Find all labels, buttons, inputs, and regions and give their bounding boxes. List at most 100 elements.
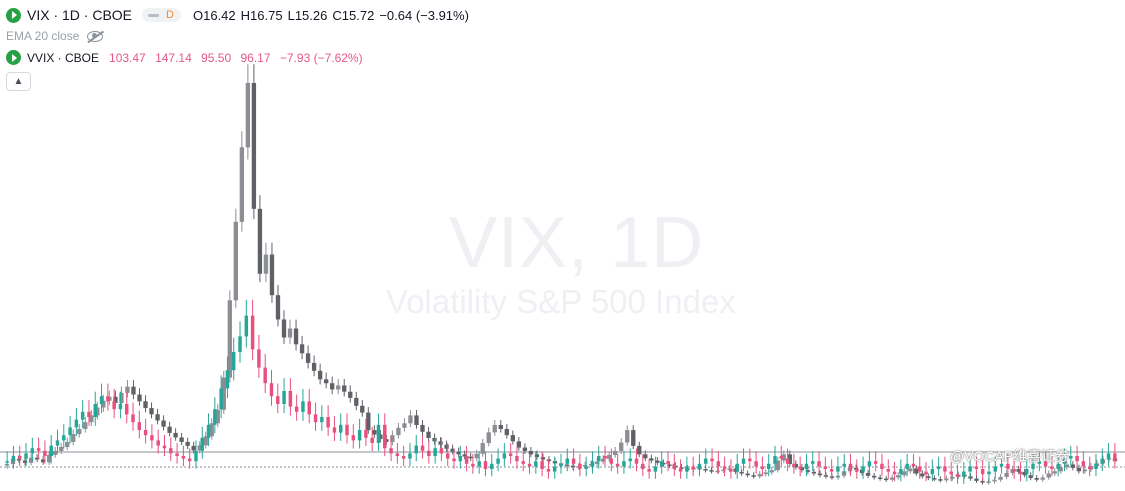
vix-candle <box>492 424 497 433</box>
vix-candle <box>902 471 907 476</box>
vvix-candle <box>1043 461 1048 467</box>
vvix-candle <box>729 469 733 472</box>
vvix-candle <box>678 469 683 472</box>
vix-candle <box>643 454 648 459</box>
vix-candle <box>528 450 534 455</box>
vix-candle <box>600 458 606 462</box>
vvix-candle <box>124 404 129 415</box>
vix-candle <box>890 477 895 480</box>
vvix-candle <box>691 466 695 469</box>
vvix-candle <box>62 435 66 441</box>
vvix-candle <box>357 430 362 441</box>
vix-candle <box>631 430 636 446</box>
vvix-candle <box>445 453 450 459</box>
vvix-candle <box>351 435 356 441</box>
vvix-candle <box>452 458 456 462</box>
main-series-title[interactable]: VIX · 1D · CBOE <box>27 7 133 23</box>
vix-candle <box>745 473 750 476</box>
vvix-candle <box>559 463 563 467</box>
vix-candle <box>1052 471 1057 474</box>
vvix-candle <box>187 458 192 462</box>
vix-candle <box>823 475 829 477</box>
vix-candle <box>444 444 449 449</box>
vvix-candle <box>68 427 72 436</box>
vix-candle <box>299 344 305 354</box>
vix-candle <box>950 476 955 479</box>
vix-candle <box>1082 469 1088 472</box>
vvix-candle <box>93 404 97 417</box>
vix-candle <box>540 457 546 460</box>
vix-candle <box>257 208 263 274</box>
second-series-title[interactable]: VVIX · CBOE <box>27 50 100 65</box>
vvix-candle <box>181 456 186 459</box>
vvix-candle <box>628 458 632 462</box>
vvix-close: 96.17 <box>240 50 271 65</box>
indicator-label[interactable]: EMA 20 close <box>6 29 80 43</box>
vix-candle <box>269 254 275 296</box>
vix-candle <box>974 478 979 481</box>
vix-candle <box>625 430 630 443</box>
vix-candle <box>131 386 136 395</box>
vix-candle <box>450 448 455 452</box>
vvix-candle <box>80 411 85 420</box>
vix-candle <box>769 470 774 473</box>
vvix-candle <box>521 461 525 464</box>
vvix-candle <box>414 445 418 454</box>
vix-candle <box>149 408 154 415</box>
vvix-candle <box>433 448 437 456</box>
symbol-status-icon-2[interactable] <box>6 50 21 65</box>
vvix-candle <box>1018 471 1023 475</box>
vvix-candle <box>949 471 953 475</box>
vix-candle <box>811 471 817 474</box>
vvix-candle <box>294 406 299 412</box>
vvix-candle <box>527 463 532 467</box>
vvix-candle <box>697 463 702 469</box>
collapse-legend-button[interactable]: ▲ <box>6 72 31 91</box>
vix-candle <box>938 479 943 481</box>
interval-badge[interactable]: D <box>142 8 181 22</box>
vvix-candle <box>565 458 570 464</box>
change-value: −0.64 (−3.91%) <box>379 7 469 23</box>
vvix-candle <box>1031 463 1035 469</box>
vix-candle <box>191 445 196 451</box>
vix-candle <box>221 377 226 410</box>
eye-hidden-icon[interactable] <box>87 30 104 42</box>
vix-candle <box>1016 469 1021 472</box>
vix-candle <box>679 467 684 469</box>
vvix-candle <box>615 463 620 467</box>
vvix-candle <box>880 463 884 469</box>
vvix-candle <box>672 463 677 469</box>
vvix-candle <box>578 463 582 469</box>
vvix-candle <box>836 466 840 472</box>
vix-candle <box>932 478 937 480</box>
indicator-legend[interactable]: EMA 20 close <box>6 29 104 43</box>
vix-candle <box>402 423 407 428</box>
vvix-candle <box>515 456 519 462</box>
vix-candle <box>1034 478 1039 480</box>
vvix-candle <box>282 391 286 404</box>
vix-candle <box>113 396 118 403</box>
vvix-candle <box>106 396 110 402</box>
vix-candle <box>986 481 991 483</box>
vvix-candle <box>1100 458 1104 464</box>
vvix-candle <box>892 471 897 475</box>
vix-candle <box>233 221 239 301</box>
symbol-status-icon[interactable] <box>6 7 21 23</box>
vvix-candle <box>911 463 916 467</box>
vvix-candle <box>905 463 909 469</box>
watermark-title: VIX, 1D <box>449 203 705 283</box>
vix-candle <box>1004 472 1009 477</box>
vvix-candle <box>609 458 614 464</box>
vvix-candle <box>131 414 135 423</box>
vvix-candle <box>659 461 664 467</box>
vvix-high: 147.14 <box>155 50 192 65</box>
vix-candle <box>607 454 612 459</box>
vvix-candle <box>653 466 658 472</box>
credit-watermark: @VOCAP维喜证券 <box>950 448 1070 464</box>
vix-candle <box>372 430 377 435</box>
vix-candle <box>817 473 823 476</box>
vvix-candle <box>785 458 790 464</box>
vix-candle <box>378 434 383 440</box>
vvix-candle <box>722 466 727 469</box>
vix-candle <box>360 405 365 413</box>
